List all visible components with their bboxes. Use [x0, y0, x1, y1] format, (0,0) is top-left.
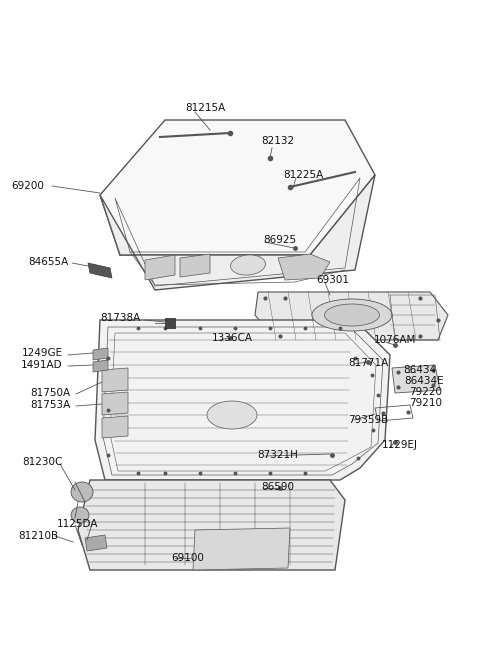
Polygon shape: [100, 120, 375, 255]
Text: 1076AM: 1076AM: [374, 335, 416, 345]
Ellipse shape: [324, 304, 380, 326]
Ellipse shape: [230, 255, 265, 275]
Polygon shape: [93, 360, 108, 372]
Text: 1249GE: 1249GE: [22, 348, 62, 358]
Polygon shape: [85, 535, 107, 551]
Polygon shape: [392, 365, 440, 393]
Text: 86434E: 86434E: [404, 376, 444, 386]
Text: 81753A: 81753A: [30, 400, 70, 410]
Polygon shape: [102, 416, 128, 438]
Text: 79210: 79210: [409, 398, 443, 408]
Text: 69200: 69200: [12, 181, 45, 191]
Polygon shape: [93, 348, 108, 360]
Polygon shape: [193, 528, 290, 570]
Ellipse shape: [207, 401, 257, 429]
Polygon shape: [100, 175, 375, 290]
Polygon shape: [255, 292, 448, 340]
Text: 69100: 69100: [171, 553, 204, 563]
Polygon shape: [102, 392, 128, 415]
Text: 69301: 69301: [316, 275, 349, 285]
Text: 86590: 86590: [262, 482, 295, 492]
Text: 1491AD: 1491AD: [21, 360, 63, 370]
Polygon shape: [145, 255, 175, 280]
Text: 84655A: 84655A: [28, 257, 68, 267]
Text: 81230C: 81230C: [22, 457, 62, 467]
Polygon shape: [102, 368, 128, 392]
Polygon shape: [180, 254, 210, 277]
Text: 1125DA: 1125DA: [57, 519, 99, 529]
Ellipse shape: [312, 299, 392, 331]
Ellipse shape: [71, 482, 93, 502]
Text: 81225A: 81225A: [283, 170, 323, 180]
Polygon shape: [88, 263, 112, 278]
Ellipse shape: [71, 507, 89, 523]
Text: 1336CA: 1336CA: [212, 333, 252, 343]
Text: 79220: 79220: [409, 387, 443, 397]
Polygon shape: [95, 320, 390, 480]
Text: 81738A: 81738A: [100, 313, 140, 323]
Text: 81215A: 81215A: [185, 103, 225, 113]
Polygon shape: [278, 254, 330, 280]
Text: 86434: 86434: [403, 365, 437, 375]
Text: 79359B: 79359B: [348, 415, 388, 425]
Text: 82132: 82132: [262, 136, 295, 146]
Text: 86925: 86925: [264, 235, 297, 245]
Text: 81771A: 81771A: [348, 358, 388, 368]
Polygon shape: [78, 480, 345, 570]
Polygon shape: [165, 318, 175, 328]
Text: 87321H: 87321H: [258, 450, 299, 460]
Text: 81210B: 81210B: [18, 531, 58, 541]
Text: 81750A: 81750A: [30, 388, 70, 398]
Text: 1129EJ: 1129EJ: [382, 440, 418, 450]
